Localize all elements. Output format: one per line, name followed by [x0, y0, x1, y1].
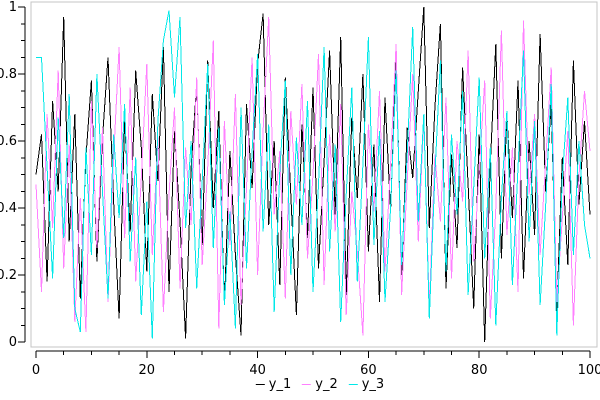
series-line-y_3: [36, 10, 591, 339]
legend-label-y1: y_1: [268, 377, 292, 392]
legend-label-y3: y_3: [361, 377, 385, 392]
x-tick-label: 80: [471, 363, 488, 378]
y-tick-label: 0.4: [0, 201, 17, 216]
x-axis: 0 20 40 60 80 100: [32, 350, 600, 378]
series-line-y_1: [35, 6, 591, 343]
legend-line-sample-y2: [302, 384, 312, 385]
x-tick-label: 40: [249, 363, 266, 378]
y-tick-label: 0: [9, 335, 17, 350]
x-tick-label: 100: [578, 363, 600, 378]
legend-line-sample-y1: [255, 384, 265, 385]
y-tick-label: 0.6: [0, 134, 17, 149]
y-axis: 0 0.2 0.4 0.6 0.8 1: [0, 0, 26, 350]
series-line-y_2: [35, 17, 591, 336]
legend-item-y1: y_1: [255, 377, 292, 392]
y-tick-label: 0.8: [0, 67, 17, 82]
legend-label-y2: y_2: [315, 377, 338, 392]
legend-item-y2: y_2: [302, 377, 338, 392]
legend: y_1 y_2 y_3: [255, 377, 385, 392]
plot-frame: [30, 1, 598, 348]
y-tick-label: 0.2: [0, 268, 17, 283]
legend-item-y3: y_3: [348, 377, 385, 392]
x-tick-label: 0: [32, 363, 40, 378]
x-tick-label: 20: [139, 363, 156, 378]
legend-line-sample-y3: [348, 384, 358, 385]
y-tick-label: 1: [9, 0, 17, 15]
x-tick-label: 60: [360, 363, 377, 378]
